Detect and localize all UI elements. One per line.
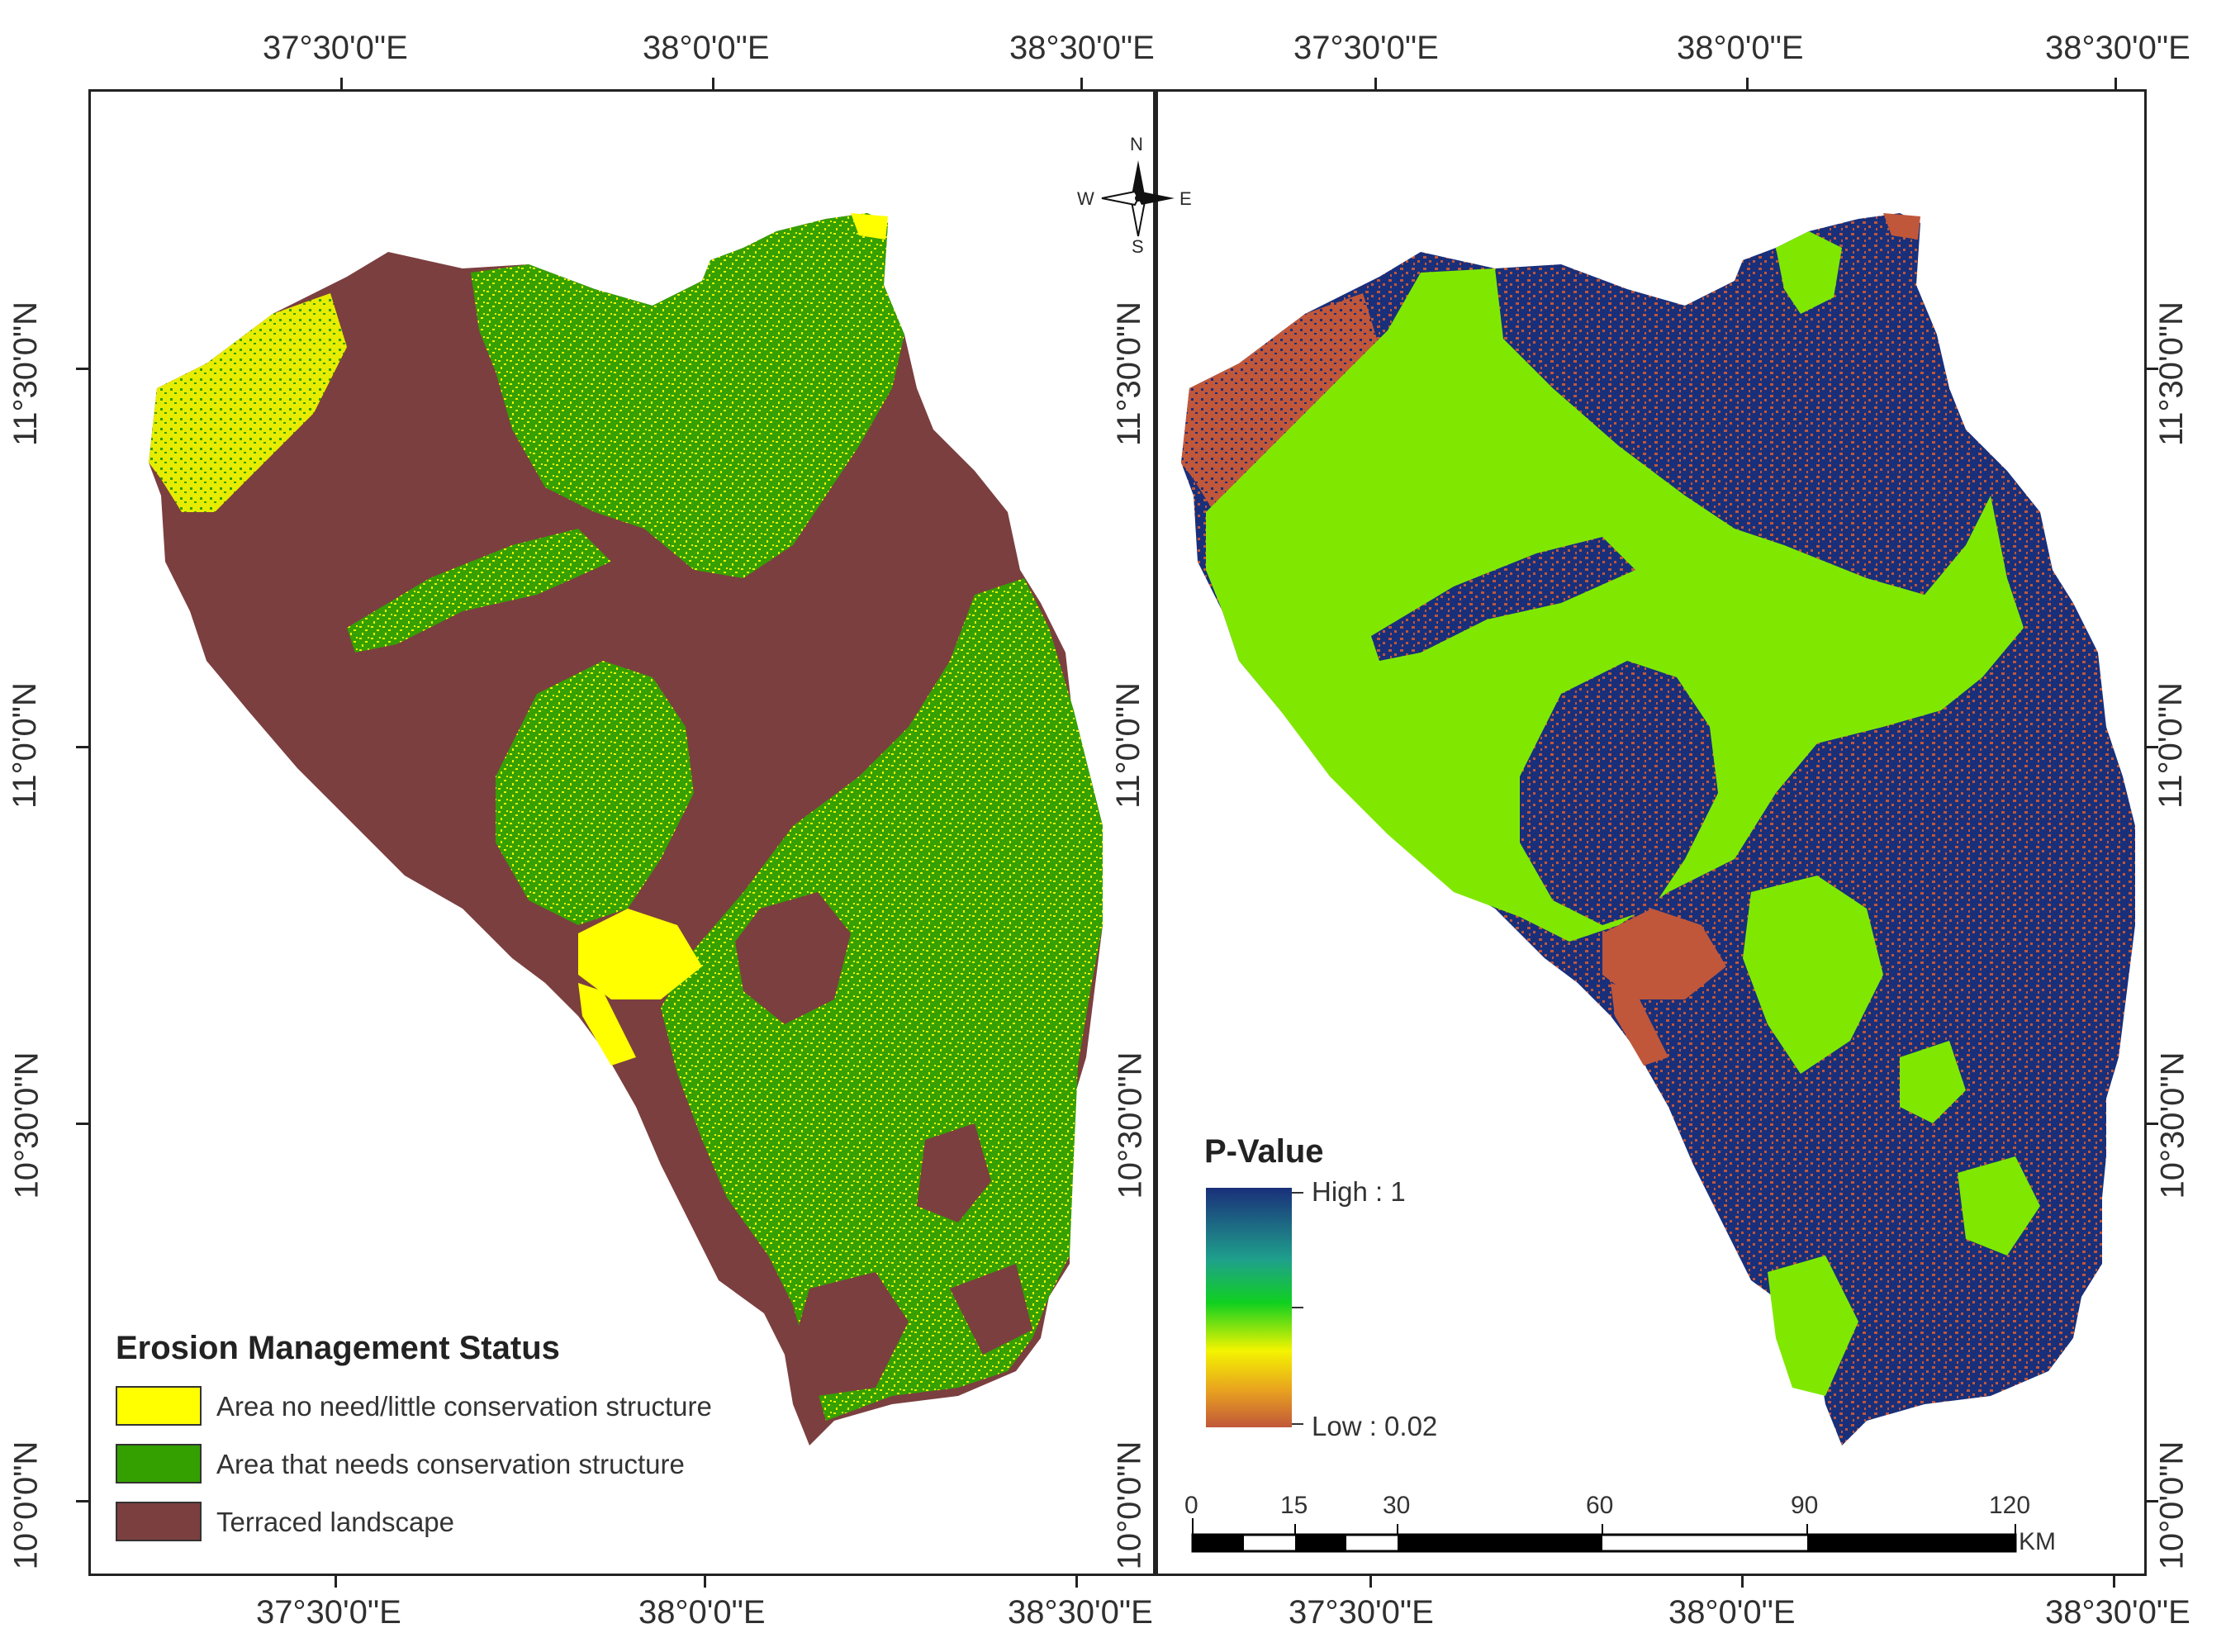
right-tick [1746, 78, 1749, 91]
scale-unit-label: KM [2019, 1528, 2056, 1555]
left-tick [76, 368, 89, 370]
pvalue-legend-title: P-Value [1204, 1133, 1324, 1170]
scale-label-120: 120 [1989, 1492, 2031, 1519]
left-tick [704, 1574, 706, 1588]
left-top-lon-label-2: 38°0'0"E [643, 30, 770, 66]
left-tick [76, 1123, 89, 1125]
legend-label-terraced: Terraced landscape [216, 1507, 455, 1537]
north-arrow-s: S [1132, 236, 1144, 257]
left-bottom-lon-label-3: 38°30'0"E [1008, 1594, 1153, 1631]
pvalue-high-label: High : 1 [1312, 1176, 1406, 1207]
left-tick [1080, 78, 1083, 91]
left-tick [712, 78, 714, 91]
right-tick [1741, 1574, 1744, 1588]
pvalue-gradient-bar [1206, 1188, 1292, 1427]
legend-swatch-yellow [116, 1386, 202, 1426]
right-tick [1374, 78, 1377, 91]
right-tick [2145, 746, 2158, 748]
scale-label-30: 30 [1383, 1492, 1411, 1519]
right-top-lon-label-3: 38°30'0"E [2045, 30, 2190, 66]
legend-swatch-brown [116, 1502, 202, 1541]
right-bottom-lon-label-2: 38°0'0"E [1668, 1594, 1796, 1631]
left-tick [1075, 1574, 1078, 1588]
north-arrow-icon [1101, 160, 1175, 237]
scale-label-60: 60 [1586, 1492, 1614, 1519]
legend-label-no-need: Area no need/little conservation structu… [216, 1391, 712, 1422]
left-top-lon-label-3: 38°30'0"E [1009, 30, 1155, 66]
legend-label-needs: Area that needs conservation structure [216, 1449, 685, 1479]
right-top-lon-label-1: 37°30'0"E [1293, 30, 1439, 66]
scale-label-15: 15 [1280, 1492, 1308, 1519]
left-tick [76, 1500, 89, 1502]
right-tick [2145, 1500, 2158, 1502]
north-arrow-n: N [1130, 134, 1143, 154]
right-tick [2145, 1123, 2158, 1125]
scale-label-90: 90 [1791, 1492, 1819, 1519]
north-arrow-e: E [1179, 188, 1192, 209]
right-bottom-lon-label-1: 37°30'0"E [1289, 1594, 1434, 1631]
right-tick [2113, 1574, 2115, 1588]
left-tick [340, 78, 343, 91]
scale-bar [1191, 1518, 2017, 1553]
right-top-lon-label-2: 38°0'0"E [1677, 30, 1804, 66]
left-bottom-lon-label-1: 37°30'0"E [256, 1594, 401, 1631]
left-tick [335, 1574, 337, 1588]
legend-swatch-green [116, 1444, 202, 1483]
right-tick [2145, 368, 2158, 370]
right-bottom-lon-label-3: 38°30'0"E [2045, 1594, 2190, 1631]
left-bottom-lon-label-2: 38°0'0"E [638, 1594, 766, 1631]
scale-label-0: 0 [1184, 1492, 1198, 1519]
left-top-lon-label-1: 37°30'0"E [263, 30, 408, 66]
pvalue-low-label: Low : 0.02 [1312, 1411, 1438, 1441]
north-arrow-w: W [1077, 188, 1094, 209]
right-tick [1369, 1574, 1372, 1588]
right-tick [2114, 78, 2117, 91]
left-tick [76, 746, 89, 748]
left-legend-title: Erosion Management Status [116, 1330, 560, 1366]
